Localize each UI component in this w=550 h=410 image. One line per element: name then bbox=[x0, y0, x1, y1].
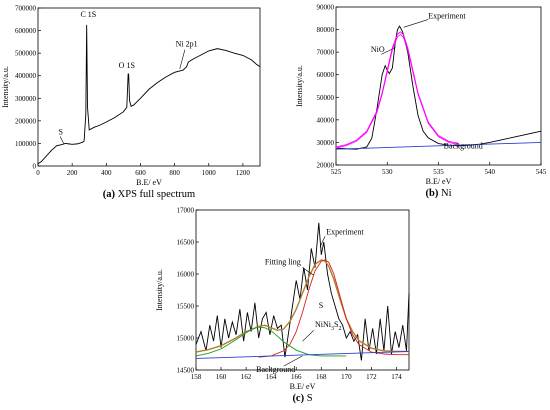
ni3s2-part: Ni bbox=[323, 320, 332, 329]
chart-panel-c-s: 158 160 162 164 166 168 170 172 174 14500 15000 155… bbox=[155, 207, 410, 404]
chart-panel-a-xps-full-spectrum: 0 200 400 600 800 1000 1200 0 100000 200000 300000… bbox=[1, 5, 261, 200]
y-tick-label: 70000 bbox=[317, 49, 335, 57]
y-axis-label: Intensity/a.u. bbox=[1, 66, 10, 108]
ni3s2-part: S bbox=[334, 320, 338, 329]
y-axis-label: Intensity/a.u. bbox=[295, 65, 304, 107]
caption-text: XPS full spectrum bbox=[115, 189, 195, 200]
x-tick-label: 535 bbox=[433, 168, 444, 176]
annotation-c1s: C 1S bbox=[80, 10, 96, 19]
y-tick-label: 20000 bbox=[317, 162, 335, 170]
y-tick-label: 500000 bbox=[15, 50, 37, 58]
y-tick-label: 400000 bbox=[15, 72, 37, 80]
series-line-fit-envelope bbox=[335, 33, 460, 149]
annotation-experiment: Experiment bbox=[326, 227, 364, 236]
plot-frame bbox=[195, 209, 410, 371]
series-line-s bbox=[258, 259, 409, 358]
chart-panel-b-ni: 525 530 535 540 545 20000 30000 40000 50000 60000… bbox=[295, 4, 547, 200]
x-tick-label: 1000 bbox=[202, 169, 217, 177]
annotation-fitting-ling: Fitting ling bbox=[265, 257, 301, 266]
y-tick-label: 200000 bbox=[15, 117, 37, 125]
x-tick-label: 600 bbox=[135, 169, 146, 177]
annotation-background: Background bbox=[444, 142, 483, 151]
x-tick-label: 800 bbox=[169, 169, 180, 177]
ni3s2-part: 2 bbox=[338, 326, 341, 332]
ni3s2-part: 3 bbox=[331, 326, 334, 332]
x-tick-label: 400 bbox=[101, 169, 112, 177]
annotation-arrow bbox=[403, 19, 429, 28]
annotation-arrow bbox=[179, 49, 186, 70]
y-tick-label: 700000 bbox=[15, 5, 37, 13]
y-tick-label: 100000 bbox=[15, 140, 37, 148]
x-tick-label: 545 bbox=[536, 168, 547, 176]
x-tick-label: 168 bbox=[316, 373, 327, 381]
annotation-arrow bbox=[302, 330, 314, 342]
x-tick-label: 1200 bbox=[236, 169, 251, 177]
plot-frame bbox=[37, 7, 261, 167]
ni3s2-part: Ni bbox=[315, 320, 324, 329]
x-tick-label: 530 bbox=[382, 168, 393, 176]
annotation-ni-2p1: Ni 2p1 bbox=[176, 39, 198, 48]
series-line-background bbox=[195, 350, 410, 359]
series-line-nio bbox=[335, 31, 460, 148]
caption-letter: (c) bbox=[292, 393, 304, 404]
y-tick-label: 16000 bbox=[177, 271, 195, 279]
y-tick-label: 300000 bbox=[15, 95, 37, 103]
annotation-arrow bbox=[59, 136, 64, 144]
panel-caption: (a) XPS full spectrum bbox=[103, 189, 195, 200]
y-axis-label: Intensity/a.u. bbox=[155, 269, 164, 311]
x-tick-label: 162 bbox=[241, 373, 252, 381]
y-tick-label: 16500 bbox=[177, 239, 195, 247]
series-line-fitting-ling bbox=[195, 259, 409, 353]
y-tick-label: 80000 bbox=[317, 26, 335, 34]
x-tick-label: 525 bbox=[331, 168, 342, 176]
x-axis-label: B.E/ eV bbox=[136, 178, 162, 187]
x-tick-label: 540 bbox=[485, 168, 496, 176]
x-tick-label: 172 bbox=[366, 373, 377, 381]
annotation-arrow bbox=[283, 355, 303, 367]
y-tick-label: 17000 bbox=[177, 207, 195, 215]
plot-frame bbox=[335, 6, 542, 166]
y-tick-label: 15500 bbox=[177, 303, 195, 311]
caption-text: S bbox=[304, 393, 313, 404]
x-axis-label: B.E/ eV bbox=[290, 382, 316, 391]
annotation-background: Background bbox=[256, 365, 295, 374]
y-tick-label: 60000 bbox=[317, 71, 335, 79]
y-tick-label: 90000 bbox=[317, 4, 335, 12]
x-tick-label: 200 bbox=[67, 169, 78, 177]
x-tick-label: 170 bbox=[341, 373, 352, 381]
series-line-experiment bbox=[195, 222, 410, 361]
caption-letter: (a) bbox=[103, 189, 116, 200]
y-tick-label: 14500 bbox=[177, 367, 195, 375]
series-line-background bbox=[335, 141, 542, 150]
y-tick-label: 600000 bbox=[15, 27, 37, 35]
y-tick-label: 50000 bbox=[317, 94, 335, 102]
x-tick-label: 166 bbox=[291, 373, 302, 381]
annotation-nio: NiO bbox=[371, 45, 385, 54]
annotation-o1s: O 1S bbox=[119, 61, 135, 70]
y-tick-label: 15000 bbox=[177, 335, 195, 343]
annotation-arrow bbox=[319, 236, 326, 248]
x-tick-label: 160 bbox=[216, 373, 227, 381]
x-tick-label: 164 bbox=[266, 373, 277, 381]
y-tick-label: 40000 bbox=[317, 116, 335, 124]
caption-text: Ni bbox=[438, 188, 451, 199]
x-tick-label: 174 bbox=[391, 373, 402, 381]
caption-letter: (b) bbox=[426, 188, 439, 199]
annotation-s: S bbox=[319, 301, 323, 310]
x-axis-label: B.E/ eV bbox=[426, 177, 452, 186]
series-line-experiment bbox=[335, 25, 542, 150]
x-tick-label: 158 bbox=[191, 373, 202, 381]
y-tick-label: 0 bbox=[33, 163, 37, 171]
annotation-arrow bbox=[302, 267, 314, 276]
series-line-ni3s2 bbox=[195, 326, 347, 357]
panel-caption: (c) S bbox=[292, 393, 312, 404]
annotation-s-peak: S bbox=[58, 128, 62, 137]
x-tick-label: 0 bbox=[36, 169, 40, 177]
series-line-spectrum bbox=[37, 24, 261, 165]
annotation-experiment: Experiment bbox=[428, 11, 466, 20]
y-tick-label: 30000 bbox=[317, 139, 335, 147]
panel-caption: (b) Ni bbox=[426, 188, 452, 199]
annotation-ni3s2: NiNi3S2 bbox=[315, 320, 341, 332]
